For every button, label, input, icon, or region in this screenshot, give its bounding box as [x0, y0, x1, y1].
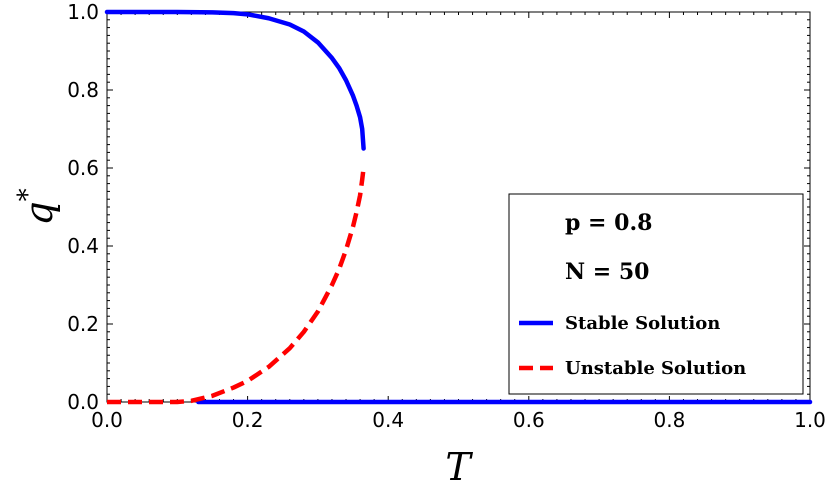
y-tick-label: 0.2: [67, 312, 99, 336]
y-axis-label: q*: [13, 188, 61, 225]
legend-box: [508, 193, 804, 395]
legend: p = 0.8 N = 50 Stable Solution Unstable …: [508, 193, 804, 395]
x-tick-label: 0.8: [653, 408, 685, 432]
y-tick-label: 0.8: [67, 78, 99, 102]
unstable-solution-line: [107, 167, 366, 405]
x-tick-label: 0.2: [232, 408, 264, 432]
x-tick-label: 0.4: [372, 408, 404, 432]
legend-entry-unstable: Unstable Solution: [565, 358, 746, 379]
y-axis-label-main: q: [17, 201, 61, 225]
y-tick-label: 0.6: [67, 156, 99, 180]
legend-entry-stable: Stable Solution: [565, 313, 720, 334]
legend-param-n: N = 50: [565, 259, 649, 285]
legend-param-p: p = 0.8: [565, 210, 652, 236]
y-tick-label: 1.0: [67, 0, 99, 24]
y-axis-label-superscript: *: [13, 188, 43, 201]
x-tick-label: 0.0: [91, 408, 123, 432]
x-tick-label: 1.0: [794, 408, 826, 432]
x-tick-label: 0.6: [513, 408, 545, 432]
y-tick-label: 0.4: [67, 234, 99, 258]
stable-solution-line: [104, 9, 366, 151]
y-tick-label: 0.0: [67, 390, 99, 414]
x-axis-label: T: [445, 445, 473, 489]
